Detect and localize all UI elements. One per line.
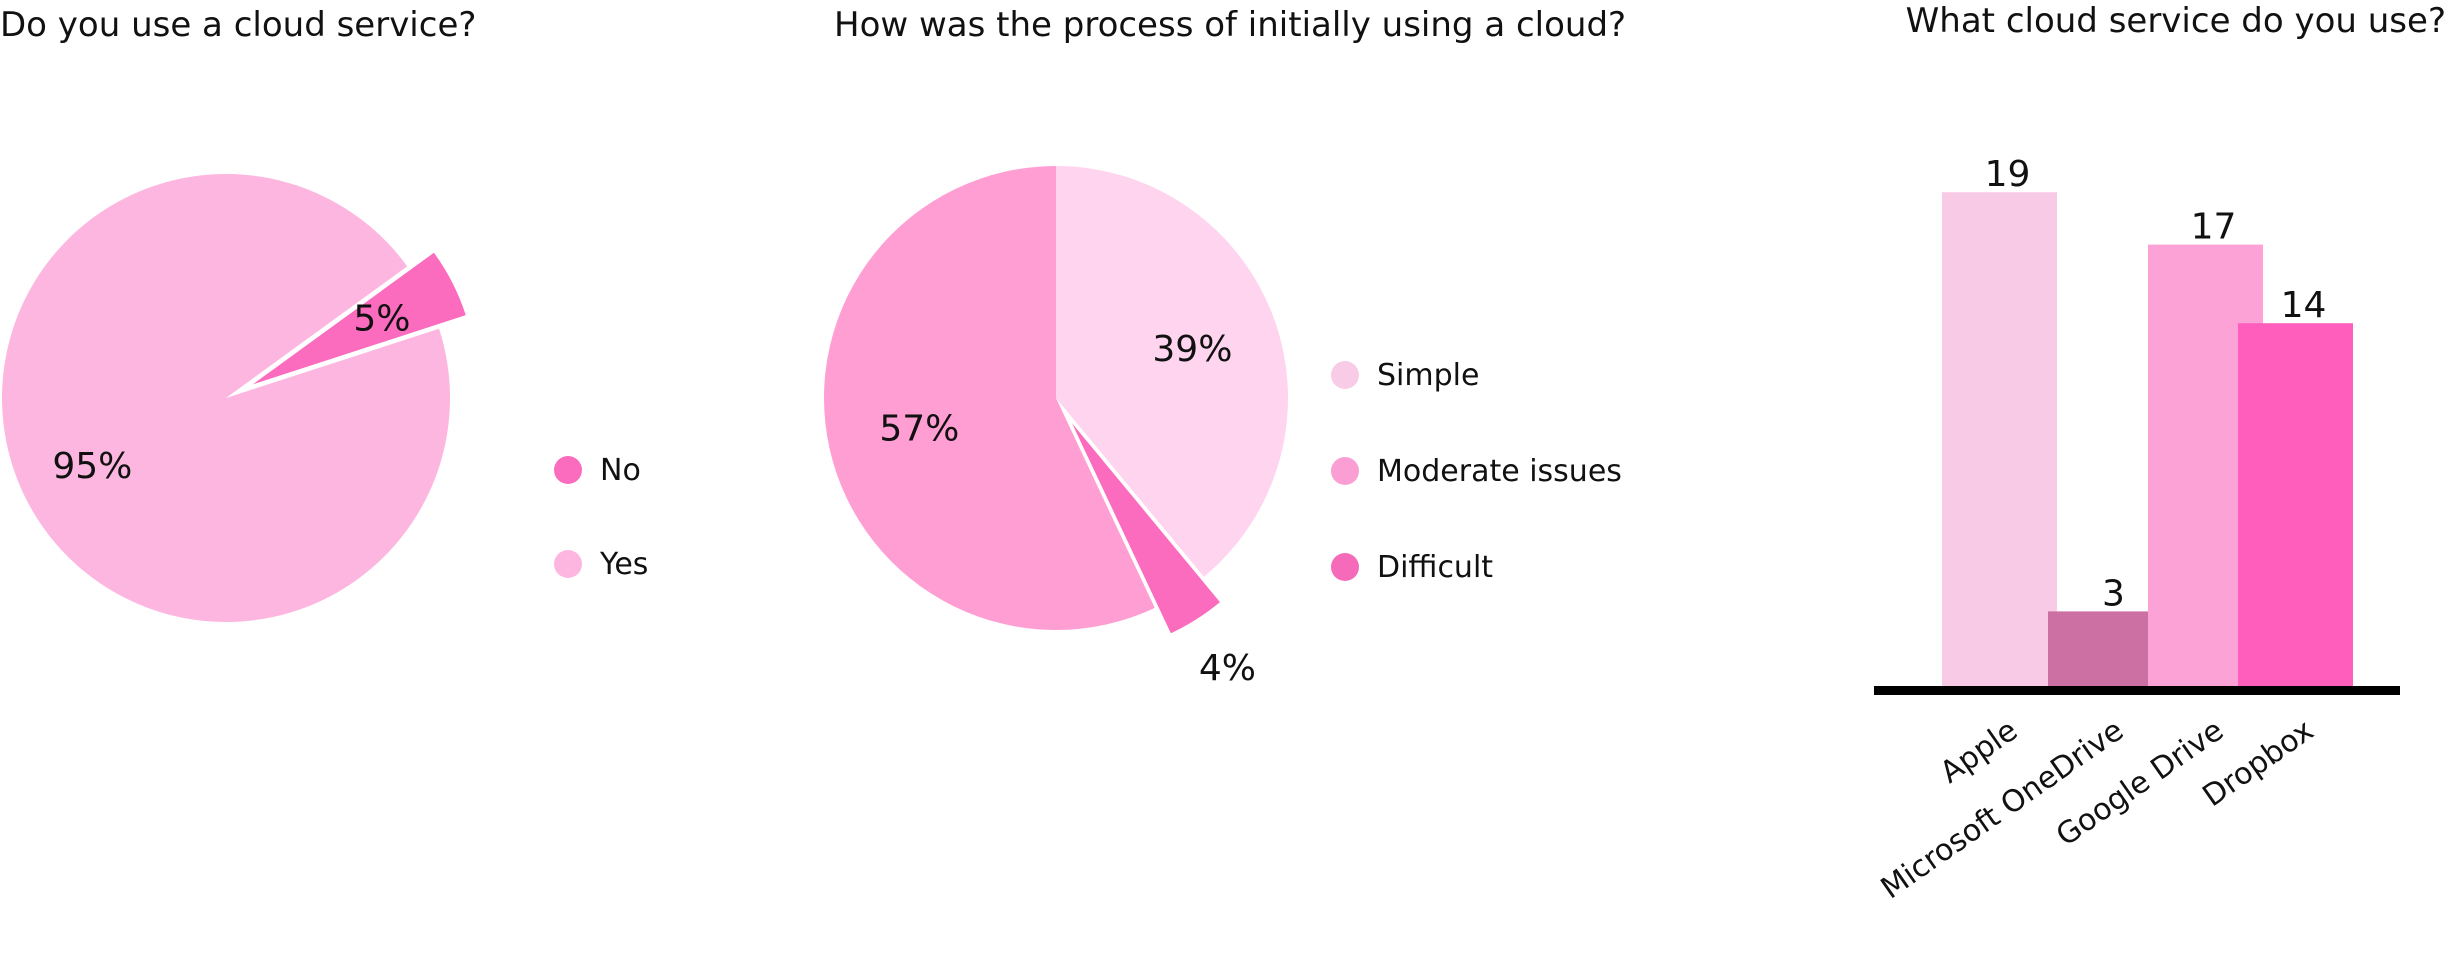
legend-swatch-no [554, 456, 582, 484]
chart-initial-process-title: How was the process of initially using a… [834, 5, 1626, 45]
bar-value-labels: 19 3 17 14 [1985, 154, 2327, 614]
x-axis-baseline [1874, 686, 2400, 695]
legend-label-moderate-issues: Moderate issues [1377, 454, 1622, 489]
bar-value-label-google-drive: 17 [2191, 207, 2237, 248]
legend-label-yes: Yes [599, 547, 648, 582]
bar-value-label-microsoft-onedrive: 3 [2102, 573, 2125, 614]
bar-apple [1942, 192, 2057, 690]
pie-slice-label-moderate-issues: 57% [879, 409, 959, 450]
pie-cloud-usage [2, 173, 466, 622]
legend-swatch-moderate-issues [1331, 457, 1359, 485]
pie-slice-label-no: 5% [353, 299, 410, 340]
pie-initial-process-labels: 39% 4% 57% [879, 329, 1256, 689]
bar-dropbox [2238, 323, 2353, 690]
chart-cloud-service: What cloud service do you use? 19 3 17 14 A… [1874, 1, 2446, 906]
bar-value-label-dropbox: 14 [2281, 285, 2327, 326]
pie-slice-yes [2, 173, 450, 622]
bar-cloud-service [1942, 192, 2353, 690]
pie-slice-label-yes: 95% [52, 446, 132, 487]
x-tick-label-apple: Apple [1934, 713, 2024, 791]
chart-cloud-service-title: What cloud service do you use? [1906, 1, 2446, 41]
pie-slice-label-difficult: 4% [1199, 648, 1256, 689]
legend-cloud-usage: No Yes [554, 453, 648, 582]
chart-cloud-usage: Do you use a cloud service? 95% 5% No Yes [0, 5, 648, 622]
pie-slice-moderate-issues [823, 166, 1155, 630]
legend-swatch-yes [554, 550, 582, 578]
legend-swatch-simple [1331, 361, 1359, 389]
pie-cloud-usage-labels: 95% 5% [52, 299, 410, 488]
bar-value-label-apple: 19 [1985, 154, 2031, 195]
pie-slice-difficult [1072, 423, 1220, 634]
pie-slice-label-simple: 39% [1152, 329, 1232, 370]
pie-initial-process [823, 166, 1288, 634]
legend-label-simple: Simple [1377, 358, 1479, 393]
legend-label-no: No [600, 453, 641, 488]
legend-label-difficult: Difficult [1377, 550, 1493, 585]
bar-microsoft-onedrive [2048, 611, 2163, 690]
legend-initial-process: Simple Moderate issues Difficult [1331, 358, 1622, 585]
pie-slice-no [252, 252, 466, 385]
pie-slice-simple [1056, 166, 1288, 577]
chart-cloud-usage-title: Do you use a cloud service? [0, 5, 476, 45]
chart-initial-process: How was the process of initially using a… [823, 5, 1626, 689]
legend-swatch-difficult [1331, 553, 1359, 581]
